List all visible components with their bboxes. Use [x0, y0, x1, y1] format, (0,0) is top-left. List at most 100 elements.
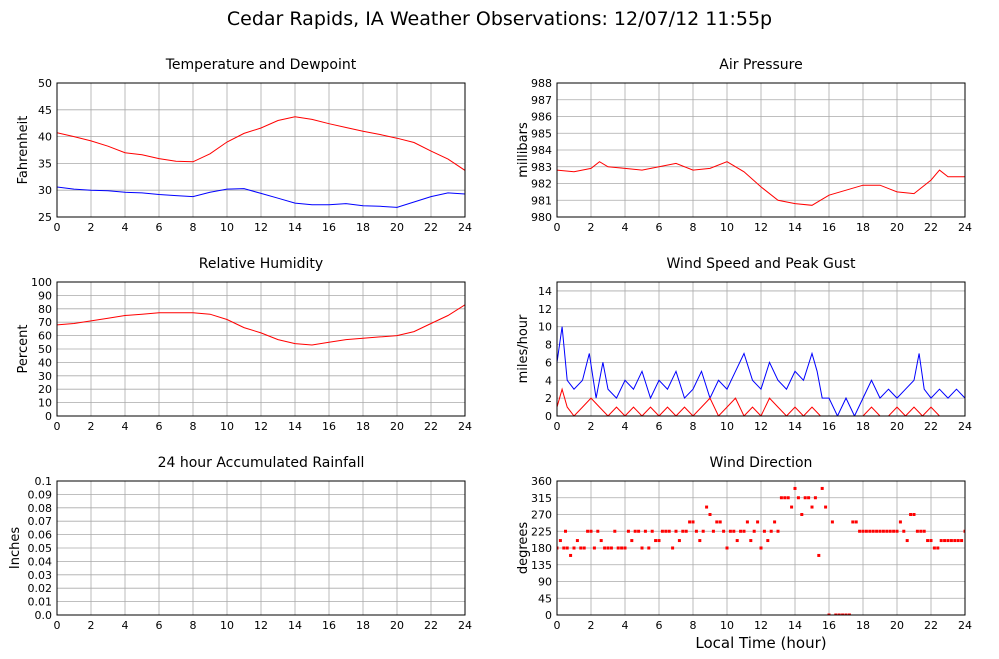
chart-air-pressure: 0 2 4 6 8 10 12 14 16 18 20 22 249809819829839849859…: [516, 57, 972, 234]
chart-air-pressure-series-line-1: [557, 161, 965, 206]
chart-temperature-and-dewpoint-series-line-1: [57, 116, 465, 171]
chart-relative-humidity-y-tick-label: 10: [38, 397, 52, 410]
chart-air-pressure-x-tick-label: 6: [656, 221, 663, 234]
chart-wind-direction-point: [640, 546, 644, 550]
chart-wind-direction-point: [786, 496, 790, 500]
chart-relative-humidity-y-tick-label: 0: [45, 410, 52, 423]
chart-wind-direction-point: [759, 546, 763, 550]
chart-wind-direction-point: [688, 520, 692, 524]
chart-temperature-and-dewpoint-x-tick-label: 24: [458, 221, 472, 234]
chart-wind-direction-point: [630, 539, 634, 543]
chart-wind-direction-point: [783, 496, 787, 500]
chart-temperature-and-dewpoint-x-tick-label: 18: [356, 221, 370, 234]
chart-wind-speed-and-peak-gust-x-tick-label: 4: [622, 420, 629, 433]
chart-relative-humidity-x-tick-label: 14: [288, 420, 302, 433]
chart-air-pressure-y-tick-label: 983: [531, 161, 552, 174]
chart-wind-direction: 0 2 4 6 8 10 12 14 16 18 20 22 240459013518022527031…: [516, 455, 972, 632]
chart-wind-direction-point: [705, 505, 709, 509]
chart-24-hour-accumulated-rainfall-y-tick-label: 0.07: [28, 515, 53, 528]
chart-24-hour-accumulated-rainfall-x-tick-label: 14: [288, 619, 302, 632]
chart-wind-direction-x-tick-label: 4: [622, 619, 629, 632]
chart-wind-speed-and-peak-gust-y-tick-label: 14: [538, 285, 552, 298]
chart-wind-direction-point: [643, 529, 647, 533]
chart-relative-humidity-y-tick-label: 100: [31, 276, 52, 289]
chart-wind-direction-point: [813, 496, 817, 500]
chart-wind-direction-point: [868, 529, 872, 533]
chart-wind-speed-and-peak-gust-series-line-1: [557, 326, 965, 416]
chart-relative-humidity-y-tick-label: 90: [38, 289, 52, 302]
chart-wind-direction-point: [803, 496, 807, 500]
chart-air-pressure-y-tick-label: 986: [531, 111, 552, 124]
chart-wind-direction-point: [667, 529, 671, 533]
chart-wind-direction-point: [647, 546, 651, 550]
chart-temperature-and-dewpoint-plot-frame: [56, 82, 466, 218]
chart-temperature-and-dewpoint-x-tick-label: 6: [156, 221, 163, 234]
chart-wind-direction-point: [837, 613, 841, 615]
chart-wind-direction-point: [558, 539, 562, 543]
chart-wind-direction-point: [698, 539, 702, 543]
chart-temperature-and-dewpoint: 0 2 4 6 8 10 12 14 16 18 20 22 24253035404550Tempera…: [16, 57, 472, 234]
chart-wind-direction-point: [871, 529, 875, 533]
chart-24-hour-accumulated-rainfall-x-tick-label: 24: [458, 619, 472, 632]
chart-24-hour-accumulated-rainfall-y-tick-label: 0.05: [28, 542, 53, 555]
chart-24-hour-accumulated-rainfall-title: 24 hour Accumulated Rainfall: [158, 455, 365, 471]
chart-wind-direction-point: [851, 520, 855, 524]
chart-wind-direction-point: [847, 613, 851, 615]
chart-temperature-and-dewpoint-title: Temperature and Dewpoint: [165, 57, 357, 73]
chart-wind-direction-x-tick-label: 14: [788, 619, 802, 632]
chart-temperature-and-dewpoint-series-line-2: [57, 186, 465, 208]
chart-wind-speed-and-peak-gust-x-tick-label: 14: [788, 420, 802, 433]
chart-wind-direction-point: [895, 529, 899, 533]
chart-relative-humidity-x-tick-label: 24: [458, 420, 472, 433]
chart-wind-direction-point: [603, 546, 607, 550]
chart-air-pressure-x-tick-label: 4: [622, 221, 629, 234]
chart-24-hour-accumulated-rainfall-x-tick-label: 22: [424, 619, 438, 632]
chart-relative-humidity-y-tick-label: 40: [38, 356, 52, 369]
chart-wind-direction-point: [926, 539, 930, 543]
chart-wind-speed-and-peak-gust-plot-frame: [556, 281, 966, 417]
chart-wind-direction-point: [599, 539, 603, 543]
chart-air-pressure-x-tick-label: 10: [720, 221, 734, 234]
chart-wind-direction-point: [606, 546, 610, 550]
chart-wind-direction-x-tick-label: 6: [656, 619, 663, 632]
chart-air-pressure-x-tick-label: 18: [856, 221, 870, 234]
chart-wind-direction-point: [671, 546, 675, 550]
chart-air-pressure-y-tick-label: 984: [531, 144, 552, 157]
chart-wind-direction-point: [827, 613, 831, 615]
chart-wind-direction-point: [582, 546, 586, 550]
chart-24-hour-accumulated-rainfall-y-axis-label: Inches: [8, 527, 23, 569]
chart-wind-direction-point: [898, 520, 902, 524]
chart-wind-direction-y-tick-label: 0: [545, 609, 552, 622]
chart-wind-direction-point: [694, 529, 698, 533]
chart-wind-direction-x-tick-label: 2: [588, 619, 595, 632]
chart-wind-direction-x-tick-label: 10: [720, 619, 734, 632]
x-axis-label: Local Time (hour): [695, 634, 827, 652]
chart-wind-speed-and-peak-gust-series-line-2: [557, 387, 965, 416]
chart-wind-direction-point: [725, 546, 729, 550]
chart-air-pressure-y-tick-label: 985: [531, 127, 552, 140]
chart-wind-direction-point: [796, 496, 800, 500]
chart-wind-direction-title: Wind Direction: [710, 455, 813, 471]
chart-air-pressure-y-tick-label: 980: [531, 211, 552, 224]
chart-wind-direction-x-tick-label: 16: [822, 619, 836, 632]
chart-temperature-and-dewpoint-y-tick-label: 25: [38, 211, 52, 224]
chart-wind-direction-point: [773, 520, 777, 524]
chart-relative-humidity-y-tick-label: 80: [38, 303, 52, 316]
chart-air-pressure-y-tick-label: 987: [531, 94, 552, 107]
chart-relative-humidity-title: Relative Humidity: [199, 256, 323, 272]
chart-temperature-and-dewpoint-y-tick-label: 30: [38, 184, 52, 197]
chart-air-pressure-x-tick-label: 8: [690, 221, 697, 234]
chart-air-pressure-y-tick-label: 982: [531, 178, 552, 191]
chart-relative-humidity-y-tick-label: 60: [38, 330, 52, 343]
chart-wind-direction-plot-frame: [556, 480, 966, 616]
chart-wind-speed-and-peak-gust-y-tick-label: 8: [545, 339, 552, 352]
chart-wind-speed-and-peak-gust-x-tick-label: 6: [656, 420, 663, 433]
chart-temperature-and-dewpoint-x-tick-label: 4: [122, 221, 129, 234]
chart-wind-speed-and-peak-gust-y-tick-label: 2: [545, 392, 552, 405]
chart-wind-direction-x-tick-label: 20: [890, 619, 904, 632]
chart-wind-direction-point: [892, 529, 896, 533]
chart-24-hour-accumulated-rainfall-x-tick-label: 16: [322, 619, 336, 632]
chart-wind-direction-point: [854, 520, 858, 524]
chart-wind-direction-point: [739, 529, 743, 533]
